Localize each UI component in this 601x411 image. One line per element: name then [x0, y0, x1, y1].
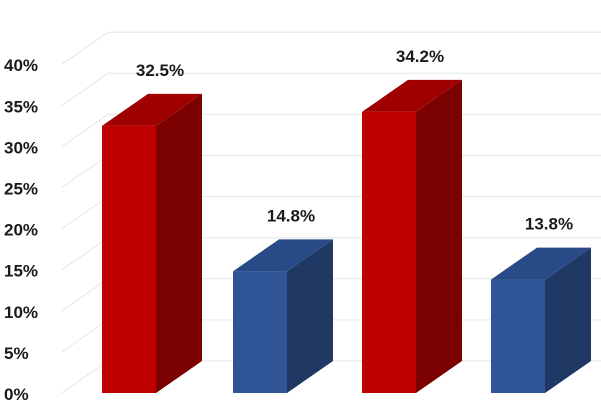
bar-front-face — [362, 111, 416, 393]
y-tick-label: 20% — [4, 221, 38, 240]
data-label: 32.5% — [136, 61, 184, 80]
y-tick-label: 35% — [4, 97, 38, 116]
bar — [491, 247, 591, 393]
bar-side-face — [416, 79, 462, 393]
bar-side-face — [156, 93, 202, 393]
bar-front-face — [233, 271, 287, 393]
bar-top-face — [491, 247, 591, 280]
bar-top-face — [233, 239, 333, 272]
y-tick-label: 40% — [4, 56, 38, 75]
bar-front-face — [491, 279, 545, 393]
bar — [362, 79, 462, 393]
data-label: 14.8% — [267, 206, 315, 225]
bar-top-face — [102, 93, 202, 126]
gridline — [61, 72, 601, 106]
y-tick-label: 15% — [4, 262, 38, 281]
bar — [233, 239, 333, 393]
bar-front-face — [102, 125, 156, 393]
bar-side-face — [287, 239, 333, 393]
data-label: 34.2% — [396, 47, 444, 66]
data-label: 13.8% — [525, 215, 573, 234]
y-tick-label: 5% — [4, 344, 29, 363]
bar-side-face — [545, 247, 591, 393]
y-axis-ticks: 0% 5% 10% 15% 20% 25% 30% 35% 40% — [4, 56, 38, 404]
bars — [102, 79, 591, 393]
y-tick-label: 10% — [4, 303, 38, 322]
y-tick-label: 0% — [4, 385, 29, 404]
bar-top-face — [362, 79, 462, 112]
gridline — [61, 31, 601, 65]
y-tick-label: 30% — [4, 138, 38, 157]
y-tick-label: 25% — [4, 180, 38, 199]
data-labels: 32.5% 14.8% 34.2% 13.8% — [136, 47, 573, 234]
bar — [102, 93, 202, 393]
